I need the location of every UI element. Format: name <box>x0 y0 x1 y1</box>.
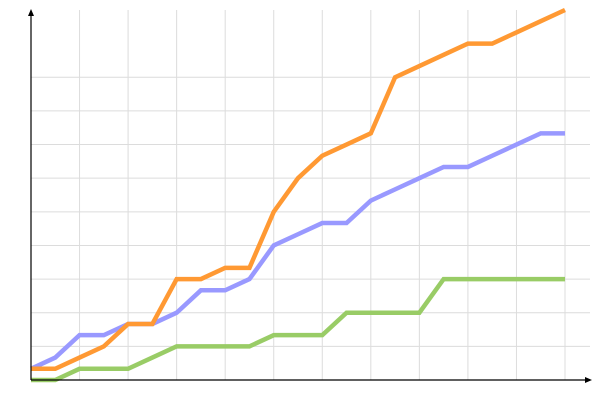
series-line-1 <box>31 276 565 383</box>
series-line-3 <box>31 7 566 372</box>
series-lines <box>30 7 566 383</box>
grid <box>31 10 590 380</box>
series-line-2 <box>30 131 565 371</box>
x-axis-arrow <box>585 377 592 383</box>
y-axis-arrow <box>28 9 34 16</box>
